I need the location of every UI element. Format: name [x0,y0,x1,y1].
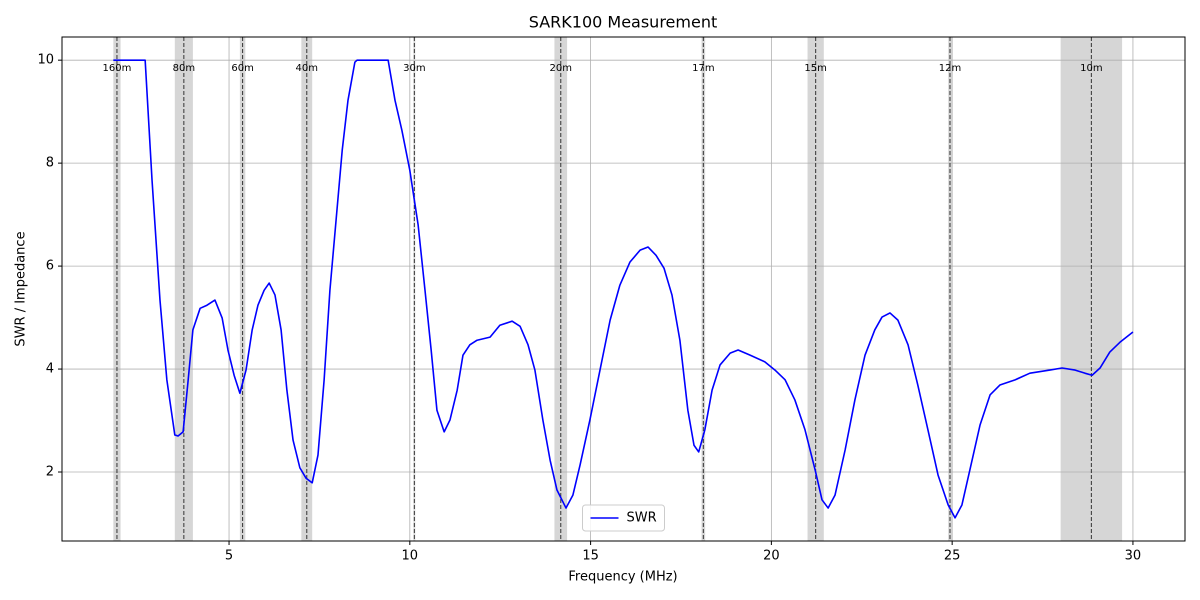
band-label: 10m [1080,63,1102,74]
y-tick-label: 6 [46,259,54,274]
legend-label: SWR [627,511,657,526]
band-label: 12m [939,63,961,74]
x-tick-label: 5 [225,549,233,564]
y-tick-label: 8 [46,156,54,171]
legend-box [582,504,665,532]
y-tick-label: 2 [46,465,54,480]
x-axis-label: Frequency (MHz) [568,570,677,585]
x-tick-label: 25 [944,549,961,564]
chart-title: SARK100 Measurement [529,13,717,32]
y-tick-label: 10 [37,53,54,68]
band-label: 60m [231,63,253,74]
x-tick-label: 15 [582,549,599,564]
legend: SWR [582,504,665,532]
band-label: 30m [403,63,425,74]
line-layer: 160m 80m 60m 40m 30m 20m 17m 15m 12m 10m [103,37,1134,541]
x-tick-label: 20 [763,549,780,564]
y-axis-label: SWR / Impedance [14,231,29,346]
y-tick-label: 4 [46,362,54,377]
band-label: 15m [804,63,826,74]
series-line [113,59,1134,519]
band-label: 80m [173,63,195,74]
x-tick-label: 30 [1125,549,1142,564]
band-label: 40m [296,63,318,74]
band-label: 160m [103,63,132,74]
axis-layer: 5 10 15 20 25 30 2 4 6 8 10 [37,53,1141,564]
band-label: 20m [550,63,572,74]
plot-frame [61,36,1186,542]
band-label: 17m [692,63,714,74]
x-tick-label: 10 [402,549,419,564]
grid-layer [62,37,1185,541]
